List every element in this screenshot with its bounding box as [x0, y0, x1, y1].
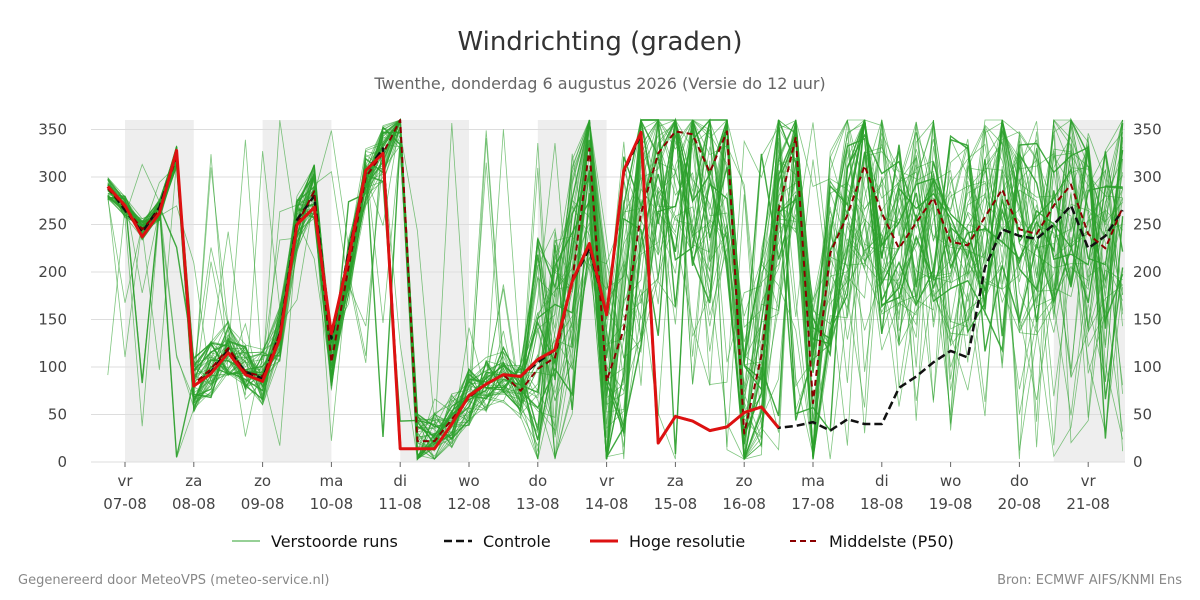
- perturbed-run-41: [107, 118, 1123, 460]
- perturbed-run-32: [107, 118, 1123, 460]
- x-tick-date: 11-08: [378, 495, 422, 513]
- y-tick-left: 200: [38, 263, 67, 281]
- x-tick-day: do: [528, 472, 547, 490]
- y-axis-right: 0 50 100 150 200 250 300 350: [1133, 121, 1162, 472]
- x-tick-date: 21-08: [1066, 495, 1110, 513]
- x-tick-day: wo: [458, 472, 479, 490]
- perturbed-run-27: [107, 119, 1123, 460]
- x-axis: vr 07-08 za 08-08 zo 09-08 ma 10-08 di 11-08 wo 12-…: [103, 462, 1110, 513]
- perturbed-run-49: [107, 119, 1123, 461]
- y-tick-left: 50: [48, 406, 67, 424]
- x-tick-day: za: [185, 472, 202, 490]
- perturbed-run-45: [107, 119, 1123, 460]
- x-tick-day: zo: [254, 472, 271, 490]
- x-tick-day: di: [393, 472, 407, 490]
- shade-band-3: [262, 120, 332, 462]
- legend-label-control: Controle: [483, 532, 551, 551]
- legend-label-perturbed: Verstoorde runs: [271, 532, 398, 551]
- x-tick-date: 19-08: [929, 495, 973, 513]
- legend: Verstoorde runs Controle Hoge resolutie …: [232, 532, 954, 551]
- chart-title: Windrichting (graden): [457, 27, 742, 57]
- perturbed-run-44: [107, 119, 1123, 460]
- x-tick-date: 09-08: [241, 495, 285, 513]
- perturbed-run-19: [107, 119, 1123, 446]
- perturbed-runs: [107, 117, 1124, 461]
- x-tick-date: 20-08: [998, 495, 1042, 513]
- x-tick-date: 17-08: [791, 495, 835, 513]
- x-tick-date: 13-08: [516, 495, 560, 513]
- x-tick-day: wo: [940, 472, 961, 490]
- y-tick-right: 0: [1133, 453, 1143, 471]
- x-tick-day: di: [875, 472, 889, 490]
- series-highres: [106, 130, 780, 451]
- y-tick-right: 300: [1133, 168, 1162, 186]
- y-tick-left: 250: [38, 216, 67, 234]
- series-median: [107, 119, 1124, 443]
- y-tick-right: 250: [1133, 216, 1162, 234]
- perturbed-run-17: [107, 118, 1123, 460]
- y-tick-left: 150: [38, 311, 67, 329]
- y-axis-left: 0 50 100 150 200 250 300 350: [38, 121, 67, 472]
- x-tick-date: 14-08: [585, 495, 629, 513]
- perturbed-run-38: [107, 119, 1123, 461]
- y-tick-left: 100: [38, 358, 67, 376]
- x-tick-date: 15-08: [654, 495, 698, 513]
- y-tick-right: 350: [1133, 121, 1162, 139]
- x-tick-date: 18-08: [860, 495, 904, 513]
- x-tick-day: ma: [801, 472, 825, 490]
- y-tick-right: 50: [1133, 406, 1152, 424]
- legend-label-median: Middelste (P50): [829, 532, 954, 551]
- main-series: [106, 119, 1124, 451]
- chart-subtitle: Twenthe, donderdag 6 augustus 2026 (Vers…: [373, 74, 825, 93]
- footer-generated: Gegenereerd door MeteoVPS (meteo-service…: [18, 573, 329, 588]
- y-tick-right: 150: [1133, 311, 1162, 329]
- perturbed-run-47: [107, 118, 1123, 460]
- y-tick-left: 350: [38, 121, 67, 139]
- x-tick-date: 16-08: [722, 495, 766, 513]
- x-tick-day: zo: [736, 472, 753, 490]
- x-tick-date: 10-08: [310, 495, 354, 513]
- legend-label-highres: Hoge resolutie: [629, 532, 745, 551]
- x-tick-day: ma: [319, 472, 343, 490]
- y-tick-right: 100: [1133, 358, 1162, 376]
- y-tick-right: 200: [1133, 263, 1162, 281]
- x-tick-day: vr: [1081, 472, 1097, 490]
- x-tick-date: 12-08: [447, 495, 491, 513]
- x-tick-day: za: [667, 472, 684, 490]
- perturbed-run-42: [107, 119, 1123, 460]
- x-tick-date: 08-08: [172, 495, 216, 513]
- x-tick-day: vr: [117, 472, 133, 490]
- footer-source: Bron: ECMWF AIFS/KNMI Ens: [997, 573, 1182, 588]
- x-tick-day: do: [1010, 472, 1029, 490]
- y-tick-left: 300: [38, 168, 67, 186]
- x-tick-day: vr: [599, 472, 615, 490]
- y-tick-left: 0: [57, 453, 67, 471]
- x-tick-date: 07-08: [103, 495, 147, 513]
